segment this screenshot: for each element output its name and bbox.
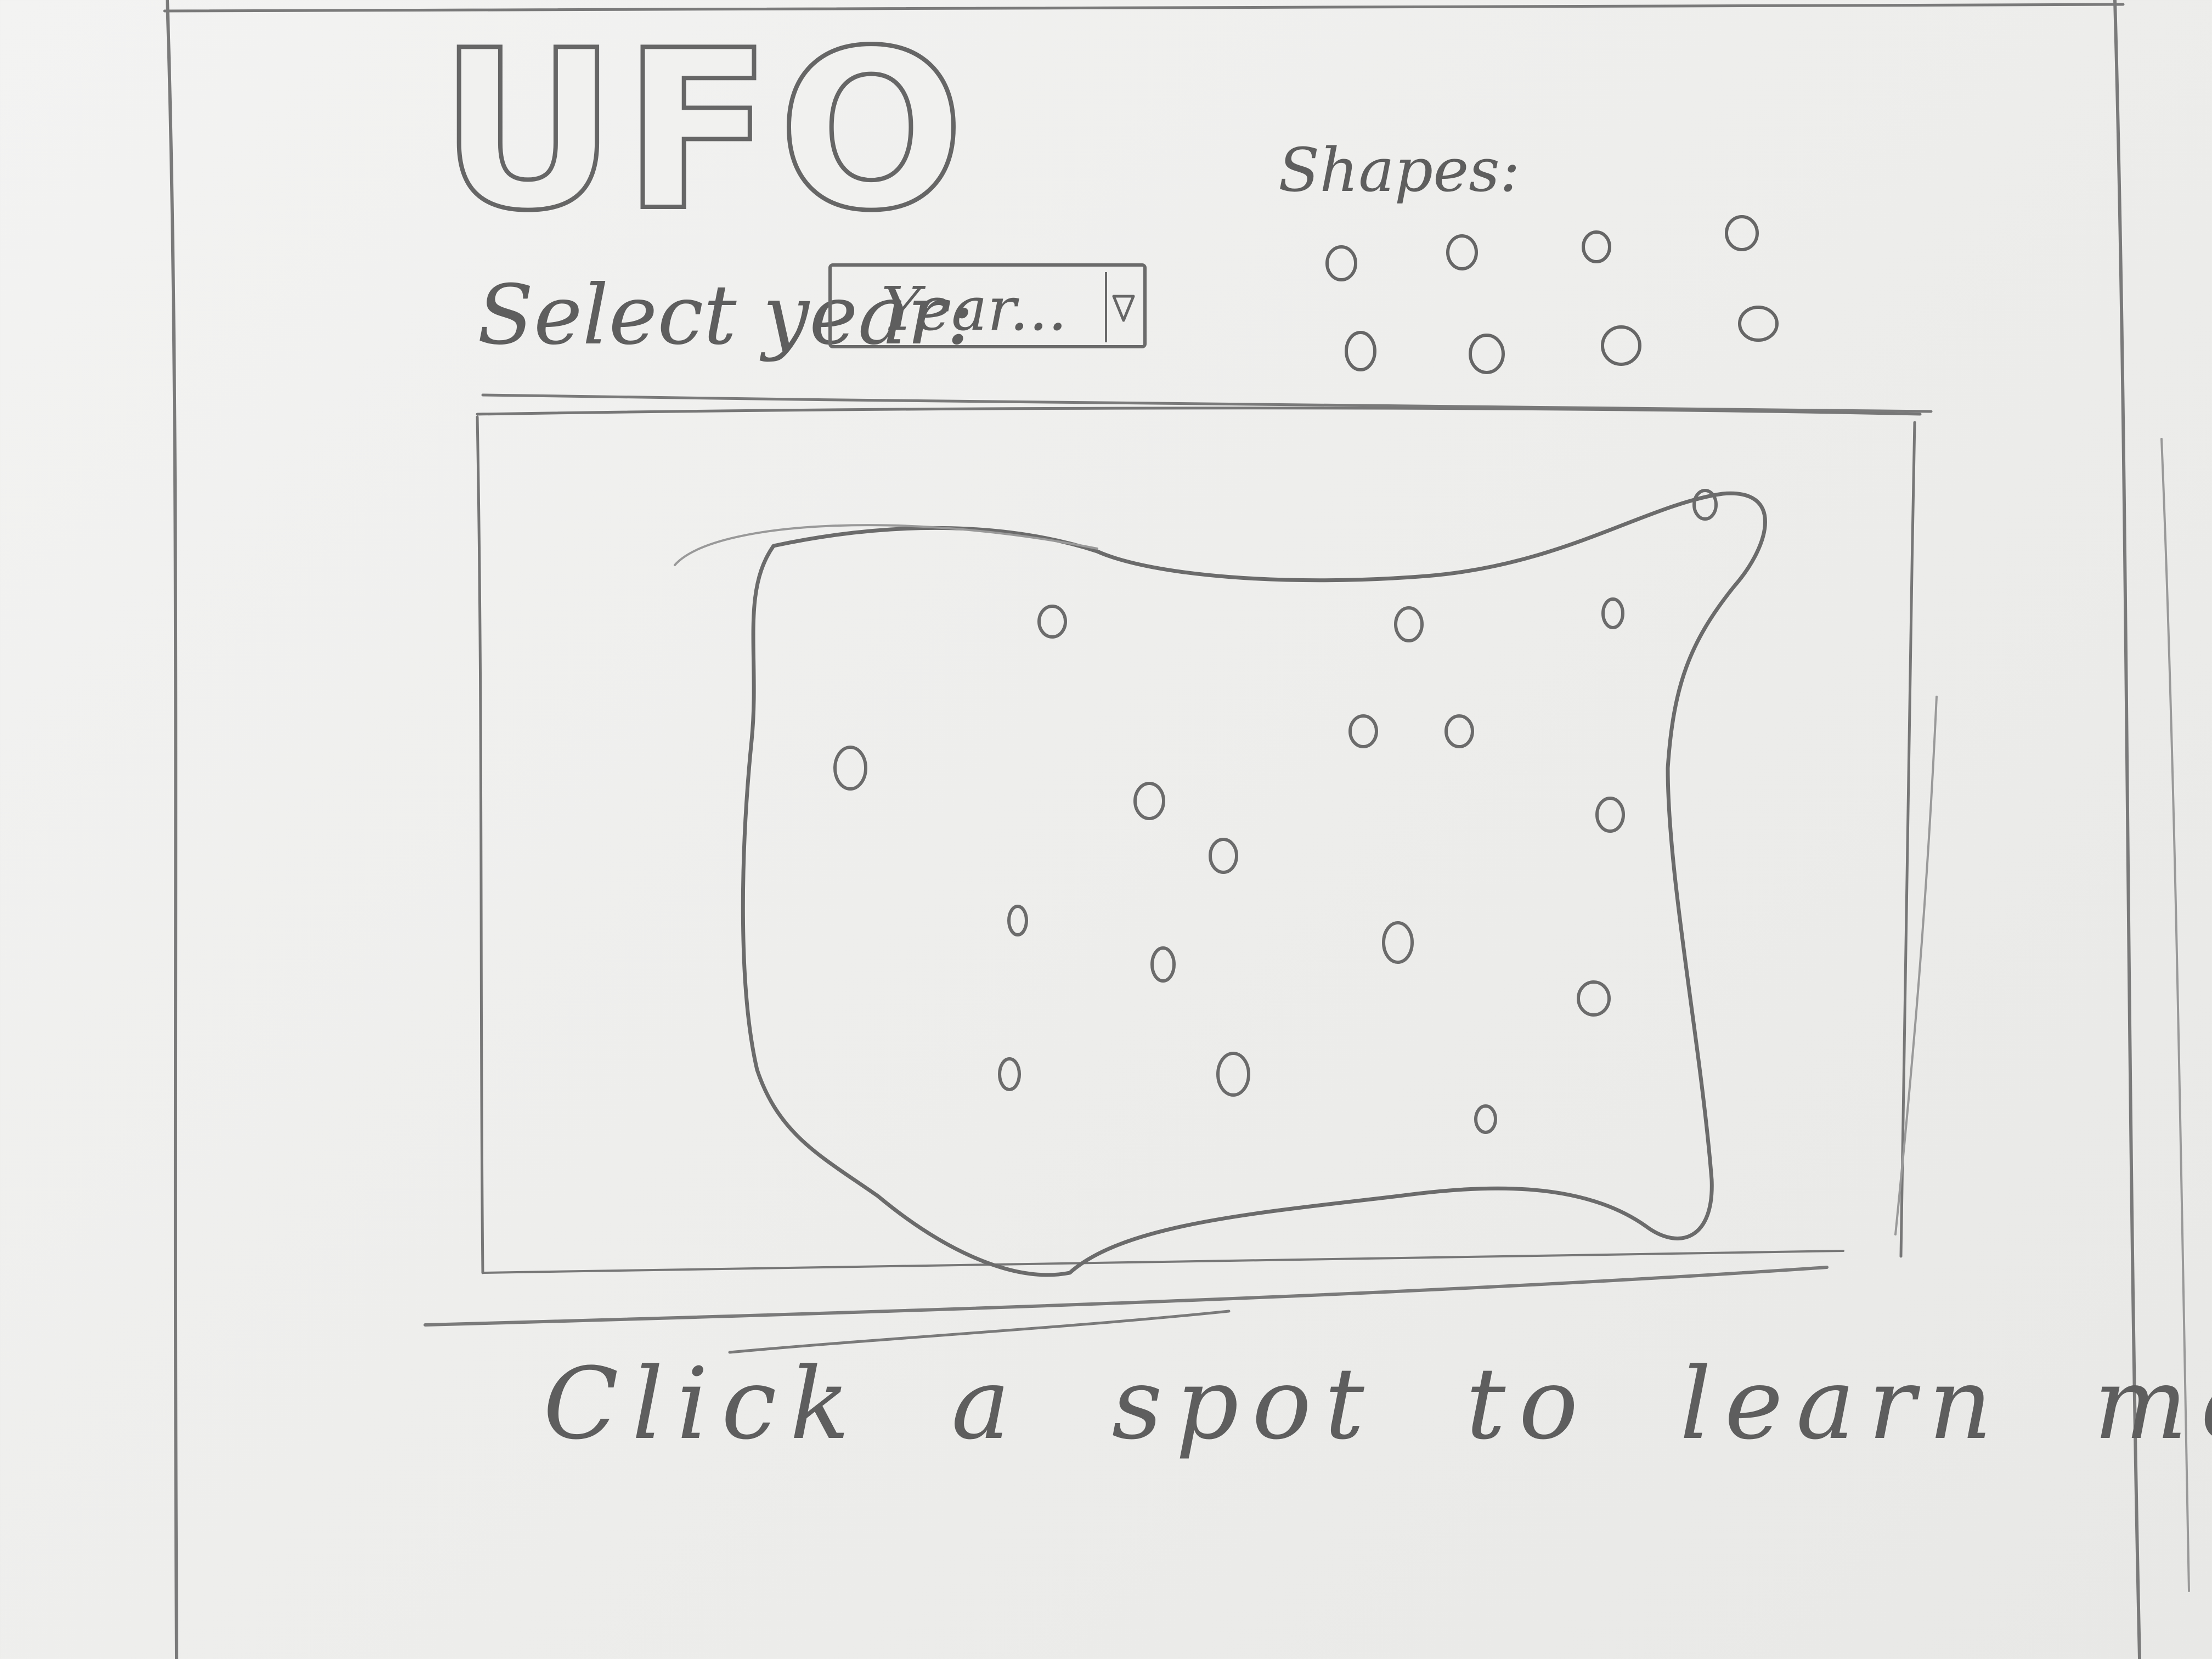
- map-marker-circle-icon[interactable]: [1394, 606, 1424, 642]
- footer-hint: Click a spot to learn more: [543, 1347, 2212, 1462]
- map-marker-circle-icon[interactable]: [1007, 905, 1028, 936]
- circle-icon: [1601, 325, 1641, 366]
- circle-icon: [1738, 306, 1779, 342]
- map-marker-circle-icon[interactable]: [1150, 946, 1176, 983]
- circle-icon: [1345, 331, 1376, 371]
- map-marker-circle-icon[interactable]: [833, 746, 867, 791]
- map-marker-circle-icon[interactable]: [998, 1057, 1021, 1091]
- shape-option-5[interactable]: [1336, 326, 1385, 376]
- header-divider-line: [481, 393, 1933, 413]
- app-title: UFO: [437, 4, 970, 259]
- map-frame-bottom-line: [482, 1250, 1844, 1274]
- circle-icon: [1325, 245, 1357, 281]
- map-marker-circle-icon[interactable]: [1577, 980, 1611, 1017]
- map-marker-circle-icon[interactable]: [1133, 782, 1165, 820]
- map-frame-right-line: [1899, 421, 1916, 1258]
- shape-option-2[interactable]: [1437, 228, 1487, 277]
- circle-icon: [1469, 334, 1505, 374]
- dropdown-arrow-icon: [1105, 272, 1140, 342]
- us-map-outline: [741, 491, 1767, 1277]
- map-frame-top-line: [476, 407, 1922, 416]
- map-marker-circle-icon[interactable]: [1216, 1052, 1250, 1097]
- map-marker-circle-icon[interactable]: [1692, 489, 1718, 521]
- map-inner-right-line: [1894, 696, 1938, 1235]
- year-select-label: Select year:: [477, 268, 974, 363]
- shape-option-8[interactable]: [1734, 299, 1783, 348]
- circle-icon: [1582, 230, 1611, 263]
- shape-option-3[interactable]: [1572, 222, 1621, 272]
- shape-option-1[interactable]: [1317, 239, 1366, 288]
- map-frame-left-line: [476, 415, 484, 1274]
- map-marker-circle-icon[interactable]: [1382, 921, 1414, 964]
- year-select[interactable]: Year...: [828, 263, 1147, 348]
- year-select-value: Year...: [881, 274, 1068, 344]
- map-marker-circle-icon[interactable]: [1474, 1104, 1497, 1134]
- map-marker-circle-icon[interactable]: [1348, 714, 1378, 748]
- shape-option-4[interactable]: [1717, 208, 1767, 258]
- shape-option-6[interactable]: [1462, 329, 1511, 379]
- map-marker-circle-icon[interactable]: [1595, 797, 1625, 833]
- circle-icon: [1446, 234, 1478, 270]
- map-outline-sketch-line: [674, 524, 1098, 566]
- footer-divider-line-2: [728, 1310, 1231, 1354]
- map-marker-circle-icon[interactable]: [1037, 605, 1067, 639]
- shapes-label: Shapes:: [1278, 135, 1520, 205]
- map-marker-circle-icon[interactable]: [1444, 714, 1474, 748]
- shape-option-7[interactable]: [1596, 321, 1646, 370]
- map-marker-circle-icon[interactable]: [1209, 838, 1238, 874]
- map-marker-circle-icon[interactable]: [1601, 597, 1624, 629]
- outer-frame-left-line: [166, 0, 178, 1659]
- footer-divider-line: [424, 1266, 1829, 1327]
- circle-icon: [1725, 215, 1759, 251]
